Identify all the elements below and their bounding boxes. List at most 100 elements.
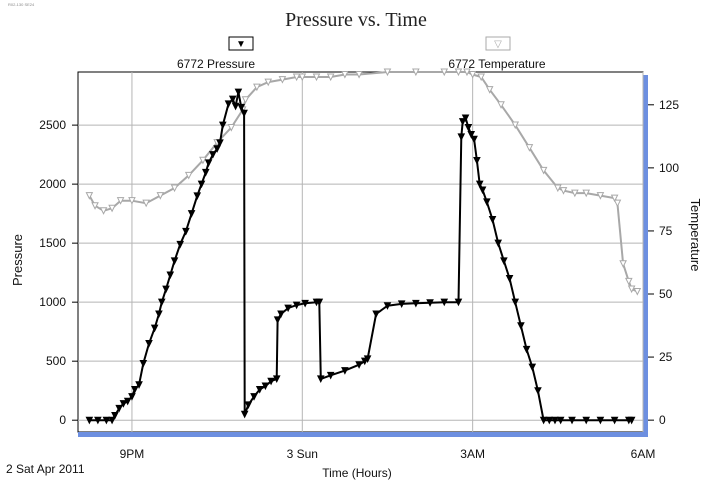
series-pressure-point-81 bbox=[534, 387, 542, 395]
series-pressure-point-38 bbox=[250, 393, 258, 401]
series-temperature-point-45 bbox=[627, 285, 636, 294]
x-tick-0: 9PM bbox=[120, 447, 145, 461]
legend-pressure-label: 6772 Pressure bbox=[177, 57, 255, 71]
bottom-axis-accent bbox=[78, 432, 648, 437]
series-pressure-point-14 bbox=[155, 310, 163, 319]
legend-temperature-swatch[interactable] bbox=[485, 36, 511, 51]
legend: ▼ 6772 Pressure ▽ 6772 Temperature bbox=[177, 36, 546, 71]
series-pressure-point-59 bbox=[412, 299, 420, 308]
x-tick-3: 6AM bbox=[631, 447, 656, 461]
series-pressure-point-76 bbox=[505, 275, 514, 283]
series-pressure-point-87 bbox=[582, 416, 591, 425]
series-pressure-point-27 bbox=[213, 145, 221, 153]
series-pressure-point-64 bbox=[458, 118, 467, 126]
series-temperature-point-41 bbox=[610, 194, 619, 203]
series-temperature-point-6 bbox=[142, 199, 150, 208]
series-pressure-point-77 bbox=[511, 298, 520, 307]
right-axis-ticks: 0 25 50 75 100 125 bbox=[648, 98, 679, 427]
series-pressure-point-79 bbox=[522, 345, 531, 354]
series-pressure-point-39 bbox=[255, 386, 264, 394]
y-right-tick-5: 125 bbox=[659, 98, 679, 112]
series-pressure-point-9 bbox=[130, 386, 139, 394]
series-pressure-point-28 bbox=[216, 139, 224, 147]
series-temperature-point-36 bbox=[554, 184, 562, 193]
series-pressure-point-13 bbox=[150, 324, 159, 333]
y-left-tick-5: 2500 bbox=[39, 118, 66, 132]
series-pressure-point-75 bbox=[500, 257, 508, 265]
series-temperature-point-43 bbox=[619, 260, 627, 268]
series-pressure-point-60 bbox=[426, 299, 434, 307]
series-temperature-point-37 bbox=[559, 187, 568, 195]
series-pressure-point-82 bbox=[539, 416, 548, 425]
series-temperature-point-8 bbox=[170, 184, 179, 193]
series-temperature-point-26 bbox=[440, 68, 449, 77]
series-temperature-point-38 bbox=[571, 189, 579, 198]
series-temperature-point-29 bbox=[468, 71, 477, 79]
series-pressure-point-56 bbox=[372, 310, 380, 319]
series-pressure-point-41 bbox=[267, 377, 275, 386]
y-right-tick-4: 100 bbox=[659, 161, 679, 175]
series-temperature-point-39 bbox=[582, 189, 591, 198]
series-pressure-point-11 bbox=[139, 360, 148, 368]
series-temperature-point-12 bbox=[227, 124, 236, 132]
series-temperature-point-5 bbox=[128, 197, 136, 205]
series-temperature-point-24 bbox=[383, 68, 392, 77]
y-right-tick-3: 75 bbox=[659, 224, 673, 238]
series-pressure-point-88 bbox=[596, 416, 605, 425]
y-left-tick-4: 2000 bbox=[39, 177, 66, 191]
legend-temperature-marker: ▽ bbox=[494, 39, 502, 50]
series-pressure-point-50 bbox=[316, 375, 325, 384]
series-pressure-point-21 bbox=[187, 210, 196, 218]
series-pressure-point-44 bbox=[277, 310, 285, 319]
series-pressure-point-65 bbox=[461, 114, 470, 123]
series-pressure-point-55 bbox=[363, 355, 372, 363]
series-pressure-point-18 bbox=[170, 257, 179, 265]
y-right-label: Temperature bbox=[688, 199, 703, 272]
series-pressure-point-69 bbox=[473, 157, 481, 165]
series-pressure-point-6 bbox=[119, 400, 128, 408]
series-temperature-point-20 bbox=[312, 73, 321, 82]
legend-pressure-marker: ▼ bbox=[236, 39, 246, 50]
y-left-label: Pressure bbox=[10, 234, 25, 286]
series-pressure-point-71 bbox=[478, 186, 487, 195]
series-pressure-point-15 bbox=[157, 298, 166, 307]
series-pressure-point-22 bbox=[193, 192, 202, 201]
x-tick-1: 3 Sun bbox=[287, 447, 318, 461]
series-pressure-point-68 bbox=[470, 135, 478, 144]
series-temperature-point-9 bbox=[184, 171, 193, 180]
series-temperature-point-3 bbox=[108, 204, 116, 213]
series-temperature-point-34 bbox=[525, 144, 534, 152]
series-pressure-point-17 bbox=[166, 271, 175, 280]
series-pressure-point-58 bbox=[397, 300, 406, 309]
series-temperature-point-28 bbox=[463, 68, 471, 77]
series-temperature-point-7 bbox=[156, 192, 165, 200]
y-left-tick-0: 0 bbox=[59, 413, 66, 427]
series-pressure-point-8 bbox=[128, 393, 136, 401]
series-pressure-point-4 bbox=[111, 411, 119, 420]
series-temperature-point-31 bbox=[485, 86, 494, 94]
series-pressure-point-1 bbox=[94, 416, 102, 425]
series-temperature-point-2 bbox=[99, 207, 108, 215]
series-temperature-point-32 bbox=[497, 101, 505, 109]
series-pressure-point-37 bbox=[244, 401, 253, 409]
series-pressure-point-43 bbox=[273, 316, 282, 324]
series-pressure-point-32 bbox=[231, 102, 240, 111]
series-pressure bbox=[85, 88, 636, 425]
series-pressure-point-47 bbox=[301, 299, 309, 308]
series-pressure-point-89 bbox=[610, 416, 619, 425]
y-left-tick-2: 1000 bbox=[39, 295, 66, 309]
x-date-label: 2 Sat Apr 2011 bbox=[6, 462, 85, 476]
series-temperature-point-46 bbox=[633, 287, 642, 296]
chart-title: Pressure vs. Time bbox=[285, 9, 427, 31]
series-pressure-point-70 bbox=[475, 180, 484, 189]
series-pressure-point-7 bbox=[123, 397, 132, 406]
series-temperature-point-23 bbox=[355, 71, 363, 79]
series-temperature-point-4 bbox=[116, 197, 125, 205]
series-temperature-point-25 bbox=[412, 68, 420, 77]
series-pressure-point-66 bbox=[464, 123, 473, 132]
series-temperature-point-27 bbox=[454, 68, 463, 77]
series-pressure-point-86 bbox=[568, 416, 576, 425]
legend-pressure-swatch[interactable] bbox=[228, 36, 254, 51]
series-pressure-point-36 bbox=[240, 410, 249, 419]
